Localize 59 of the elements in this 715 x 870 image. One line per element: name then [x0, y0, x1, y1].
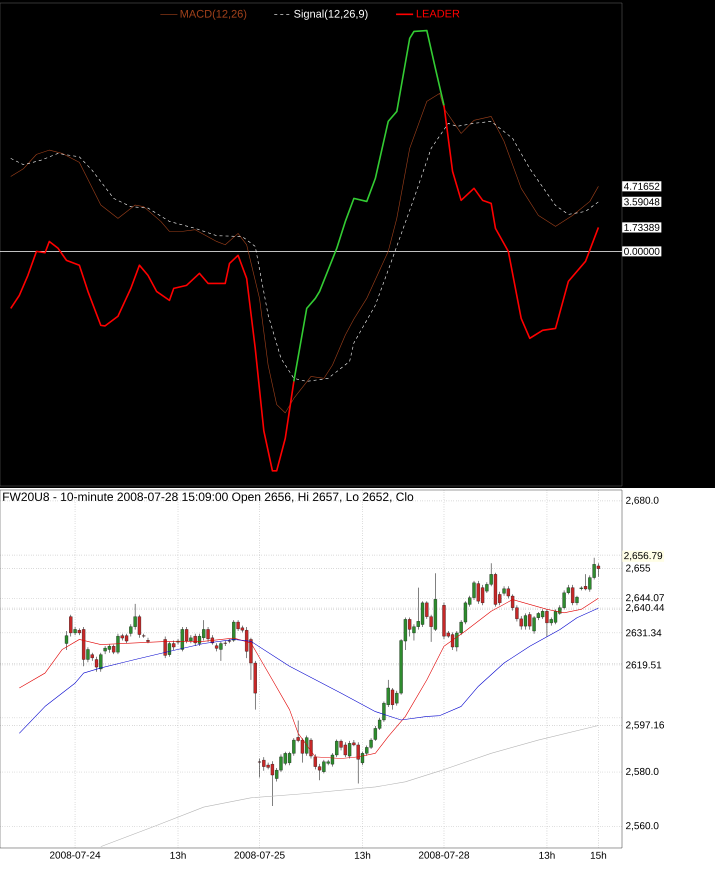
candlestick [270, 760, 274, 806]
candlestick [300, 738, 304, 763]
candlestick [596, 562, 600, 578]
candlestick [584, 574, 588, 591]
legend-label: LEADER [416, 10, 460, 18]
candlestick [219, 642, 223, 662]
y-tick-label: 2,680.0 [626, 496, 659, 505]
chart-title: FW20U8 - 10-minute 2008-07-28 15:09:00 Open 2656, Hi 2657, Lo 2652, Clo [3, 492, 414, 504]
line-series [10, 240, 295, 472]
y-tick-label: 2631.34 [626, 629, 662, 636]
y-tick-label: 2,580.0 [626, 768, 659, 776]
candlestick [554, 609, 558, 624]
x-tick-label: 2008-07-24 [50, 852, 100, 859]
x-tick-label: 15h [590, 852, 606, 859]
line-series [100, 725, 599, 847]
line-series [293, 30, 445, 382]
candlestick [390, 688, 394, 710]
candlestick [64, 630, 68, 650]
candlestick [124, 633, 128, 644]
y-tick-label: 2,640.44 [626, 604, 664, 612]
y-tick-label: 2,560.0 [626, 822, 659, 830]
y-tick-label: 2619.51 [626, 661, 662, 668]
y-tick-label: 1.73389 [624, 224, 660, 231]
candlestick [116, 633, 120, 654]
candlestick [524, 613, 528, 630]
legend-label: MACD(12,26) [180, 10, 246, 20]
x-tick-label: 13h [354, 852, 370, 859]
candlestick [545, 609, 549, 637]
candlestick [309, 738, 313, 759]
line-series [19, 608, 599, 734]
candlestick [562, 590, 566, 610]
y-tick-label: 3.59048 [624, 198, 660, 206]
candlestick [480, 584, 484, 606]
text: 2,656.79 [624, 552, 662, 560]
legend-label: Signal(12,26,9) [294, 10, 368, 20]
x-tick-label: 13h [170, 852, 186, 859]
x-tick-label: 2008-07-25 [234, 852, 285, 859]
candlestick [532, 616, 536, 634]
candlestick [168, 642, 172, 658]
candlestick [94, 656, 98, 672]
line-series [10, 93, 599, 414]
candlestick [146, 638, 150, 644]
y-tick-label: 4.71652 [624, 182, 660, 190]
x-tick-label: 13h [539, 852, 555, 859]
candlestick [348, 740, 352, 759]
candlestick [322, 760, 326, 774]
line-series [443, 104, 600, 340]
candlestick [206, 626, 210, 642]
candlestick [258, 758, 262, 778]
y-tick-label: 0.00000 [624, 248, 660, 255]
x-tick-label: 2008-07-28 [418, 852, 470, 859]
y-tick-label: 2,655 [626, 564, 650, 573]
candlestick [138, 614, 142, 638]
candlestick [198, 633, 202, 646]
candlestick [502, 586, 506, 596]
candlestick [420, 600, 424, 628]
y-tick-label: 2,597.16 [626, 721, 664, 730]
candlestick [450, 632, 454, 650]
y-tick-label: 2,644.07 [626, 594, 664, 602]
